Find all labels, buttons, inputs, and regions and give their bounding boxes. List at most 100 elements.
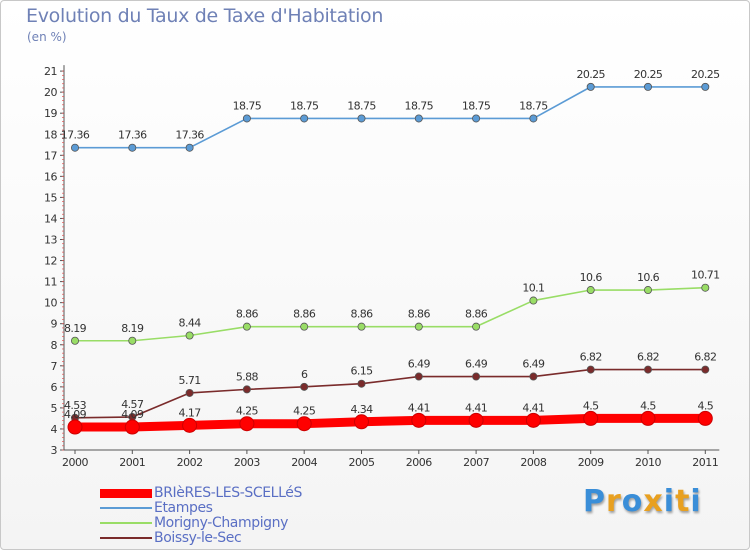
- data-label: 8.86: [408, 308, 431, 321]
- data-label: 6: [301, 368, 308, 381]
- data-point: [472, 372, 481, 381]
- data-point: [242, 114, 251, 123]
- data-point: [411, 412, 427, 428]
- data-label: 6.49: [522, 358, 545, 371]
- data-label: 8.86: [350, 308, 373, 321]
- data-point: [644, 286, 653, 295]
- legend-swatch: [100, 522, 152, 524]
- data-label: 4.5: [640, 399, 656, 412]
- data-point: [124, 419, 140, 435]
- data-point: [242, 322, 251, 331]
- y-tick-label: 21: [44, 65, 57, 78]
- data-label: 4.09: [121, 408, 144, 421]
- x-tick-label: 2005: [349, 456, 375, 469]
- data-point: [697, 410, 713, 426]
- legend-label: Boissy-le-Sec: [154, 530, 242, 546]
- data-label: 4.41: [465, 401, 487, 414]
- x-tick-label: 2010: [635, 456, 661, 469]
- data-label: 8.86: [236, 308, 259, 321]
- data-point: [357, 379, 366, 388]
- y-tick-label: 7: [51, 360, 58, 373]
- data-label: 17.36: [61, 129, 90, 142]
- logo-letter: r: [606, 484, 622, 519]
- logo-letter: P: [583, 484, 606, 519]
- data-point: [357, 114, 366, 123]
- data-label: 4.25: [293, 405, 316, 418]
- data-label: 4.17: [179, 406, 202, 419]
- data-point: [300, 322, 309, 331]
- data-point: [529, 296, 538, 305]
- y-tick-label: 19: [44, 107, 57, 120]
- logo-letter: x: [643, 484, 664, 519]
- data-point: [644, 365, 653, 374]
- data-label: 10.6: [580, 271, 603, 284]
- x-tick-label: 2004: [291, 456, 317, 469]
- data-point: [468, 412, 484, 428]
- data-label: 4.53: [64, 399, 87, 412]
- data-point: [300, 382, 309, 391]
- data-point: [529, 114, 538, 123]
- data-label: 8.19: [64, 322, 87, 335]
- data-label: 20.25: [634, 68, 663, 81]
- y-tick-label: 15: [44, 191, 57, 204]
- legend-swatch: [100, 488, 152, 498]
- x-tick-label: 2007: [463, 456, 489, 469]
- data-point: [71, 143, 80, 152]
- logo-letter: i: [690, 484, 702, 519]
- data-point: [640, 410, 656, 426]
- data-label: 10.1: [522, 282, 544, 295]
- y-tick-label: 4: [51, 423, 58, 436]
- data-point: [354, 414, 369, 430]
- y-tick-label: 17: [44, 149, 57, 162]
- data-point: [242, 385, 251, 394]
- x-tick-label: 2000: [62, 456, 88, 469]
- data-label: 4.25: [236, 405, 259, 418]
- data-label: 6.82: [694, 351, 716, 364]
- logo-letter: o: [621, 484, 644, 519]
- data-label: 10.6: [637, 271, 660, 284]
- data-label: 8.44: [179, 316, 202, 329]
- legend-label: Morigny-Champigny: [154, 515, 289, 531]
- legend-label: Etampes: [154, 500, 213, 516]
- data-label: 4.5: [697, 399, 713, 412]
- logo-letter: t: [675, 484, 691, 519]
- data-point: [300, 114, 309, 123]
- proxiti-logo: Proxiti: [583, 484, 702, 519]
- y-tick-label: 16: [44, 170, 57, 183]
- y-tick-label: 10: [44, 297, 57, 310]
- legend-swatch: [100, 537, 152, 539]
- data-label: 18.75: [519, 99, 548, 112]
- data-label: 5.88: [236, 370, 259, 383]
- y-tick-label: 13: [44, 234, 57, 247]
- data-point: [701, 365, 710, 374]
- x-tick-label: 2009: [578, 456, 604, 469]
- x-tick-label: 2002: [177, 456, 203, 469]
- data-point: [525, 412, 541, 428]
- data-point: [185, 388, 194, 397]
- data-label: 18.75: [462, 99, 491, 112]
- y-tick-label: 8: [51, 339, 58, 352]
- legend-label: BRIèRES-LES-SCELLéS: [154, 485, 302, 501]
- data-label: 17.36: [118, 129, 147, 142]
- x-tick-label: 2011: [692, 456, 718, 469]
- data-label: 10.71: [691, 269, 720, 282]
- chart-subtitle: (en %): [27, 30, 67, 44]
- legend-swatch: [100, 507, 152, 509]
- x-tick-label: 2003: [234, 456, 260, 469]
- x-tick-label: 2001: [119, 456, 145, 469]
- data-label: 6.15: [350, 365, 373, 378]
- data-label: 6.49: [408, 358, 431, 371]
- series-line-1: [74, 86, 707, 149]
- data-point: [414, 114, 423, 123]
- data-label: 4.57: [121, 398, 144, 411]
- data-label: 18.75: [405, 99, 434, 112]
- data-point: [644, 82, 653, 91]
- data-point: [71, 336, 80, 345]
- data-label: 6.82: [580, 351, 602, 364]
- y-tick-label: 11: [44, 276, 57, 289]
- x-tick-label: 2008: [520, 456, 546, 469]
- data-label: 4.09: [64, 408, 87, 421]
- data-point: [128, 336, 137, 345]
- series-line-3: [74, 368, 707, 419]
